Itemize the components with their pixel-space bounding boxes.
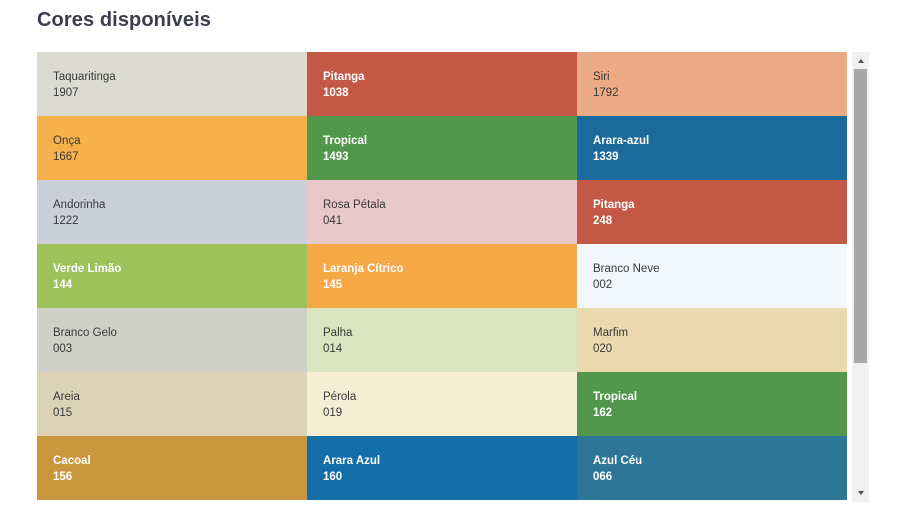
color-name: Branco Gelo [53,327,117,339]
color-code: 015 [53,407,73,419]
color-swatch[interactable]: Arara-azul 1339 [577,116,847,180]
color-code: 1792 [593,87,619,99]
color-code: 1339 [593,151,619,163]
color-code: 160 [323,471,343,483]
color-name: Andorinha [53,199,106,211]
color-grid: Taquaritinga 1907 Pitanga 1038 Siri 1792 Onça 1… [37,52,847,500]
color-swatch[interactable]: Taquaritinga 1907 [37,52,307,116]
color-code: 019 [323,407,343,419]
color-name: Onça [53,135,81,147]
color-name: Taquaritinga [53,71,116,83]
color-code: 1222 [53,215,79,227]
color-code: 1907 [53,87,79,99]
color-name: Laranja Cítrico [323,263,404,275]
color-name: Pitanga [323,71,365,83]
color-swatch[interactable]: Branco Neve 002 [577,244,847,308]
color-name: Branco Neve [593,263,660,275]
color-code: 248 [593,215,613,227]
color-name: Arara Azul [323,455,381,467]
color-swatch[interactable]: Andorinha 1222 [37,180,307,244]
triangle-down-icon [857,491,864,495]
color-name: Palha [323,327,353,339]
color-swatch[interactable]: Tropical 1493 [307,116,577,180]
color-code: 1667 [53,151,79,163]
color-code: 002 [593,279,613,291]
color-swatch[interactable]: Siri 1792 [577,52,847,116]
color-swatch[interactable]: Azul Céu 066 [577,436,847,500]
color-code: 144 [53,279,73,291]
color-swatch[interactable]: Arara Azul 160 [307,436,577,500]
vertical-scrollbar[interactable] [852,52,869,502]
color-swatch[interactable]: Palha 014 [307,308,577,372]
color-code: 014 [323,343,343,355]
triangle-up-icon [857,59,864,63]
color-name: Rosa Pétala [323,199,386,211]
color-swatch[interactable]: Cacoal 156 [37,436,307,500]
color-swatch[interactable]: Pérola 019 [307,372,577,436]
color-swatch[interactable]: Pitanga 248 [577,180,847,244]
color-code: 156 [53,471,73,483]
page-title: Cores disponíveis [37,9,211,31]
color-swatch[interactable]: Rosa Pétala 041 [307,180,577,244]
color-swatch[interactable]: Verde Limão 144 [37,244,307,308]
color-name: Marfim [593,327,629,339]
color-name: Azul Céu [593,455,643,467]
color-swatch[interactable]: Tropical 162 [577,372,847,436]
color-swatch[interactable]: Areia 015 [37,372,307,436]
color-code: 1038 [323,87,349,99]
color-name: Arara-azul [593,135,650,147]
color-name: Siri [593,71,610,83]
scroll-up-button[interactable] [852,54,869,68]
color-name: Tropical [323,135,368,147]
color-code: 162 [593,407,613,419]
color-code: 145 [323,279,343,291]
color-name: Verde Limão [53,263,122,275]
color-code: 1493 [323,151,349,163]
color-swatch[interactable]: Branco Gelo 003 [37,308,307,372]
color-code: 041 [323,215,343,227]
color-name: Pérola [323,391,357,403]
color-name: Pitanga [593,199,635,211]
color-code: 020 [593,343,613,355]
color-code: 003 [53,343,73,355]
color-code: 066 [593,471,613,483]
scroll-down-button[interactable] [852,486,869,500]
color-name: Areia [53,391,80,403]
color-name: Cacoal [53,455,91,467]
color-swatch[interactable]: Marfim 020 [577,308,847,372]
color-swatch[interactable]: Pitanga 1038 [307,52,577,116]
color-swatch[interactable]: Laranja Cítrico 145 [307,244,577,308]
color-list-panel: Taquaritinga 1907 Pitanga 1038 Siri 1792 Onça 1… [37,52,869,502]
color-name: Tropical [593,391,638,403]
color-swatch[interactable]: Onça 1667 [37,116,307,180]
scroll-thumb[interactable] [854,69,867,363]
